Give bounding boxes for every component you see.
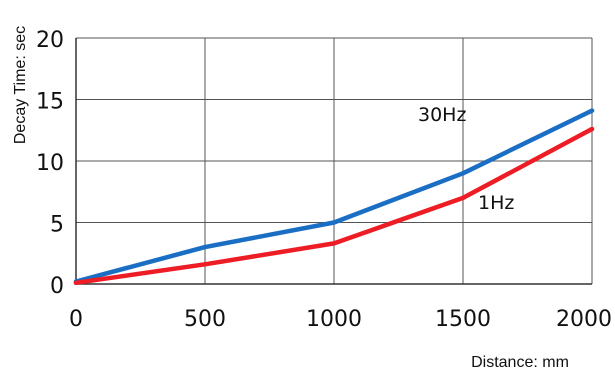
series-label-30Hz: 30Hz (418, 104, 466, 126)
axes (75, 38, 592, 285)
x-tick-label-1000: 1000 (306, 307, 362, 332)
series-labels: 30Hz 1Hz (418, 104, 514, 214)
series-lines (73, 108, 595, 286)
point-30Hz-1000 (331, 220, 337, 225)
y-tick-label-20: 20 (36, 28, 64, 53)
series-label-1Hz: 1Hz (478, 192, 514, 214)
point-30Hz-500 (202, 244, 208, 250)
y-tick-label-10: 10 (36, 151, 64, 176)
y-tick-label-0: 0 (50, 274, 64, 299)
x-tick-label-500: 500 (184, 307, 226, 332)
tick-labels: 0 5 10 15 20 0 500 1000 1500 2000 (36, 28, 612, 332)
x-tick-label-1500: 1500 (435, 307, 491, 332)
point-1Hz-0 (73, 280, 79, 285)
point-1Hz-500 (202, 262, 208, 267)
x-tick-label-2000: 2000 (556, 307, 612, 332)
point-30Hz-2000 (589, 108, 595, 113)
point-30Hz-1500 (460, 171, 466, 176)
point-1Hz-2000 (589, 126, 595, 132)
grid (76, 37, 593, 284)
x-axis-title: Distance: mm (471, 354, 569, 371)
x-tick-label-0: 0 (69, 307, 83, 332)
point-1Hz-1000 (331, 241, 337, 246)
y-tick-label-5: 5 (50, 213, 64, 238)
y-tick-label-15: 15 (36, 90, 64, 115)
y-axis-title: Decay Time: sec (12, 26, 29, 144)
point-1Hz-1500 (460, 195, 466, 201)
